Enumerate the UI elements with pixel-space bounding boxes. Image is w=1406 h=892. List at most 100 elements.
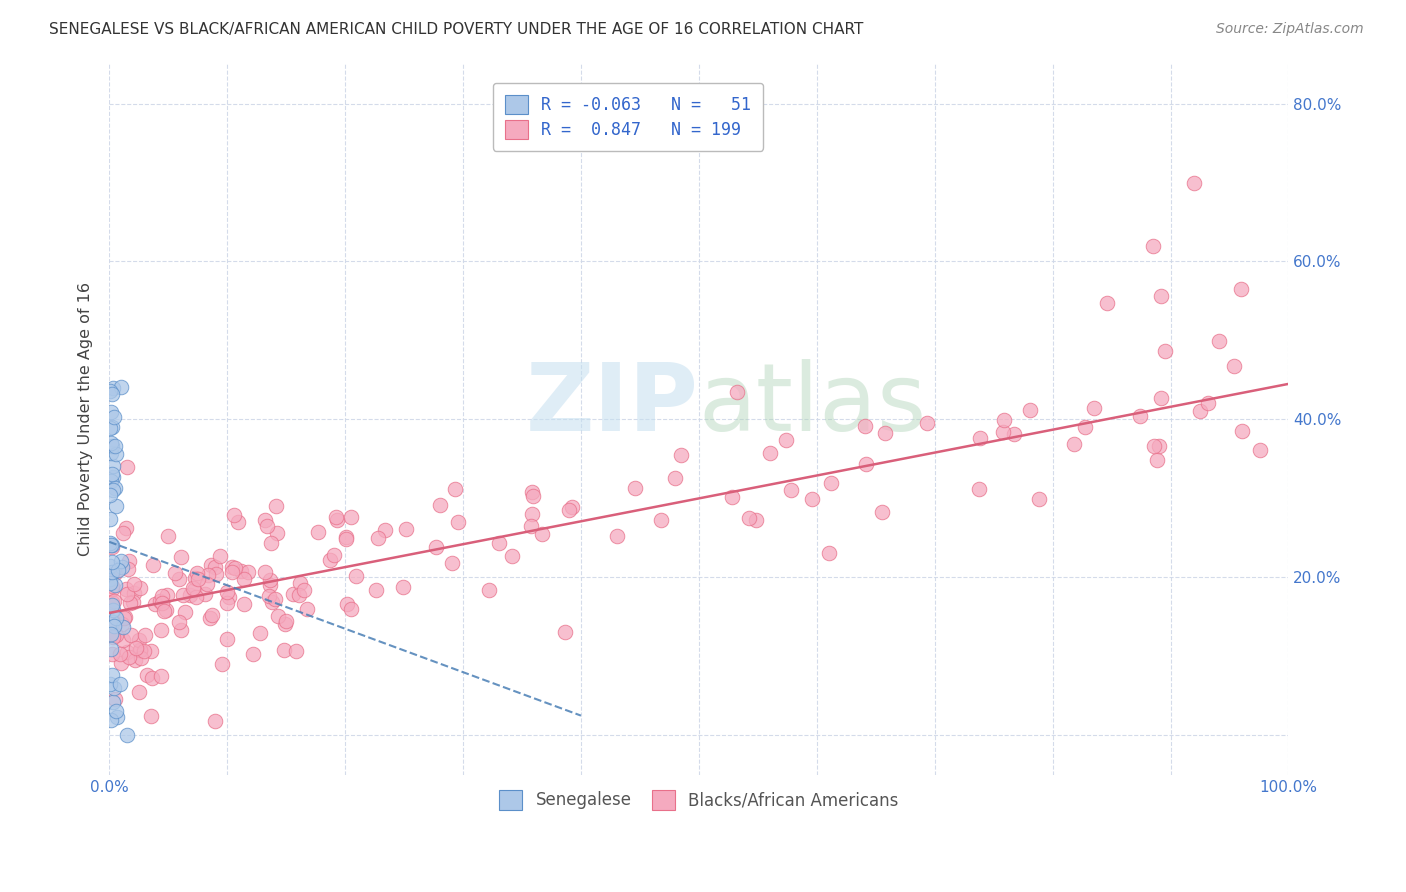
- Point: [98, 536, 121, 550]
- Point: [993, 413, 1015, 427]
- Point: [101, 419, 124, 434]
- Point: [558, 502, 581, 516]
- Point: [101, 615, 124, 630]
- Point: [229, 564, 252, 578]
- Point: [1083, 401, 1105, 415]
- Point: [100, 436, 122, 450]
- Point: [183, 581, 205, 595]
- Point: [447, 516, 470, 530]
- Point: [195, 577, 218, 591]
- Point: [100, 595, 122, 609]
- Point: [1197, 395, 1219, 409]
- Point: [163, 566, 186, 580]
- Point: [122, 585, 145, 599]
- Point: [128, 643, 150, 657]
- Point: [98, 511, 121, 525]
- Point: [1074, 420, 1097, 434]
- Point: [149, 669, 172, 683]
- Point: [128, 581, 150, 595]
- Point: [205, 567, 228, 582]
- Point: [125, 640, 148, 655]
- Point: [501, 549, 523, 564]
- Point: [221, 566, 243, 580]
- Point: [132, 643, 155, 657]
- Point: [274, 614, 297, 628]
- Point: [204, 714, 226, 728]
- Y-axis label: Child Poverty Under the Age of 16: Child Poverty Under the Age of 16: [79, 283, 93, 557]
- Point: [167, 615, 190, 629]
- Point: [100, 405, 122, 419]
- Point: [367, 531, 389, 545]
- Point: [142, 558, 165, 572]
- Point: [101, 538, 124, 552]
- Point: [150, 589, 173, 603]
- Point: [1208, 334, 1230, 348]
- Point: [103, 681, 125, 695]
- Point: [155, 603, 177, 617]
- Point: [238, 566, 260, 580]
- Point: [105, 499, 128, 513]
- Point: [183, 571, 205, 585]
- Point: [1146, 453, 1168, 467]
- Point: [115, 587, 138, 601]
- Point: [242, 647, 264, 661]
- Point: [114, 582, 136, 597]
- Point: [170, 549, 193, 564]
- Point: [139, 709, 162, 723]
- Point: [128, 685, 150, 699]
- Point: [520, 507, 543, 521]
- Point: [100, 538, 122, 552]
- Point: [1095, 296, 1118, 310]
- Point: [101, 630, 124, 644]
- Point: [233, 572, 256, 586]
- Point: [101, 438, 124, 452]
- Point: [101, 565, 124, 579]
- Point: [105, 628, 128, 642]
- Point: [186, 572, 208, 586]
- Point: [110, 380, 132, 394]
- Point: [1182, 176, 1205, 190]
- Point: [136, 667, 159, 681]
- Point: [112, 620, 135, 634]
- Point: [853, 419, 876, 434]
- Point: [650, 513, 672, 527]
- Legend: Senegalese, Blacks/African Americans: Senegalese, Blacks/African Americans: [492, 784, 905, 816]
- Point: [150, 623, 173, 637]
- Point: [179, 588, 201, 602]
- Point: [344, 569, 367, 583]
- Point: [111, 632, 134, 647]
- Point: [184, 591, 207, 605]
- Point: [120, 628, 142, 642]
- Point: [115, 521, 138, 535]
- Point: [111, 617, 134, 632]
- Point: [554, 624, 576, 639]
- Point: [111, 559, 134, 574]
- Point: [141, 643, 163, 657]
- Point: [295, 602, 318, 616]
- Point: [141, 671, 163, 685]
- Point: [150, 596, 173, 610]
- Point: [104, 481, 127, 495]
- Text: SENEGALESE VS BLACK/AFRICAN AMERICAN CHILD POVERTY UNDER THE AGE OF 16 CORRELATI: SENEGALESE VS BLACK/AFRICAN AMERICAN CHI…: [49, 22, 863, 37]
- Point: [101, 667, 124, 681]
- Point: [105, 710, 128, 724]
- Point: [224, 508, 246, 522]
- Point: [98, 421, 121, 435]
- Point: [259, 578, 281, 592]
- Point: [967, 482, 990, 496]
- Point: [100, 540, 122, 554]
- Point: [103, 619, 125, 633]
- Point: [194, 586, 217, 600]
- Point: [103, 410, 125, 425]
- Point: [115, 645, 138, 659]
- Point: [1154, 343, 1177, 358]
- Point: [122, 594, 145, 608]
- Point: [98, 572, 121, 586]
- Point: [307, 525, 329, 540]
- Point: [520, 519, 543, 533]
- Point: [391, 580, 413, 594]
- Point: [107, 562, 129, 576]
- Point: [129, 650, 152, 665]
- Point: [993, 425, 1015, 439]
- Point: [725, 385, 748, 400]
